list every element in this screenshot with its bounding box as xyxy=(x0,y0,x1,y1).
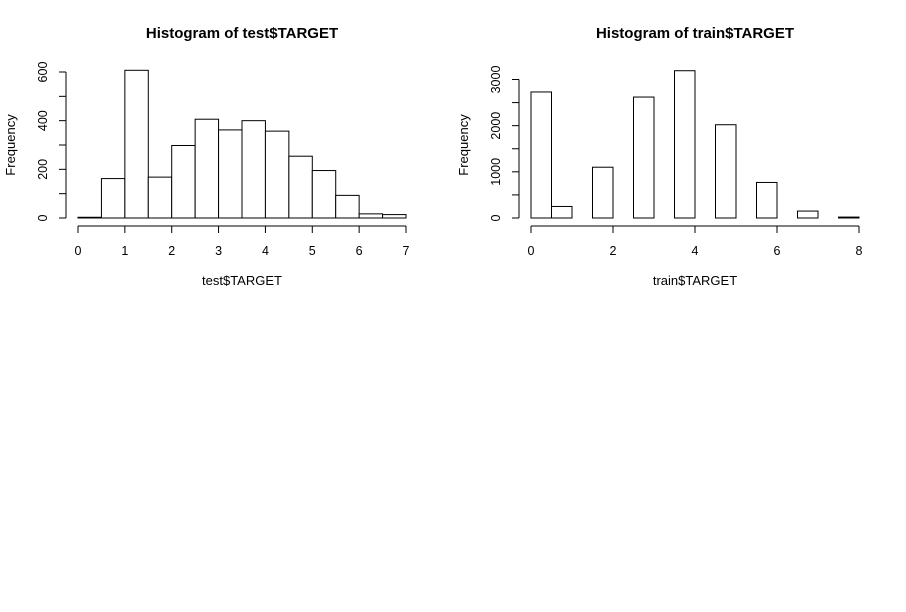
histogram-bar xyxy=(358,213,384,219)
histogram-bar xyxy=(756,181,778,219)
histogram-bar xyxy=(77,216,102,219)
y-tick-label: 3000 xyxy=(489,66,503,94)
x-tick-label: 2 xyxy=(610,244,617,258)
x-tick-label: 0 xyxy=(528,244,535,258)
y-tick-label: 1000 xyxy=(489,158,503,186)
histogram-bar xyxy=(100,178,126,219)
chart-panel-2: Histogram of train$TARGET 0 2 4 6 8 0 1000 2000 3… xyxy=(456,25,863,288)
x-tick-label: 0 xyxy=(75,244,82,258)
x-tick-label: 2 xyxy=(168,244,175,258)
chart-panel-1: Histogram of test$TARGET 0 1 2 3 4 5 6 7 0 200 400 6… xyxy=(3,25,410,288)
histogram-bar xyxy=(551,205,573,219)
histogram-bar xyxy=(241,120,266,219)
x-tick-label: 4 xyxy=(692,244,699,258)
histogram-bar xyxy=(838,216,860,219)
histogram-bar xyxy=(147,176,173,219)
histogram-bar xyxy=(124,69,149,219)
x-tick-label: 8 xyxy=(856,244,863,258)
x-tick-label: 7 xyxy=(403,244,410,258)
histogram-bar xyxy=(171,144,196,219)
x-axis-label: train$TARGET xyxy=(653,273,737,288)
y-tick-label: 2000 xyxy=(489,112,503,140)
histogram-bar xyxy=(674,70,696,219)
x-axis-label: test$TARGET xyxy=(202,273,282,288)
histogram-bar xyxy=(335,194,360,219)
histogram-bar xyxy=(715,124,737,219)
histogram-bar xyxy=(194,118,220,219)
histogram-bar xyxy=(633,96,655,219)
x-tick-label: 1 xyxy=(121,244,128,258)
chart-title: Histogram of train$TARGET xyxy=(596,25,794,42)
y-tick-label: 600 xyxy=(36,62,50,83)
histogram-bar xyxy=(530,91,552,219)
x-tick-label: 4 xyxy=(262,244,269,258)
histogram-bar xyxy=(311,170,337,219)
y-tick-label: 0 xyxy=(36,214,50,221)
x-tick-label: 3 xyxy=(215,244,222,258)
histogram-bar xyxy=(382,214,407,219)
histogram-bar xyxy=(264,130,290,219)
y-axis-label: Frequency xyxy=(456,114,471,176)
histogram-bar xyxy=(288,155,313,219)
histogram-bar xyxy=(218,129,243,219)
y-tick-label: 200 xyxy=(36,159,50,180)
chart-title: Histogram of test$TARGET xyxy=(146,25,338,42)
x-tick-label: 6 xyxy=(774,244,781,258)
x-tick-label: 6 xyxy=(356,244,363,258)
y-tick-label: 0 xyxy=(489,214,503,221)
histogram-bar xyxy=(592,166,614,219)
y-tick-label: 400 xyxy=(36,110,50,131)
histogram-bar xyxy=(797,210,819,219)
y-axis-label: Frequency xyxy=(3,114,18,176)
x-tick-label: 5 xyxy=(309,244,316,258)
